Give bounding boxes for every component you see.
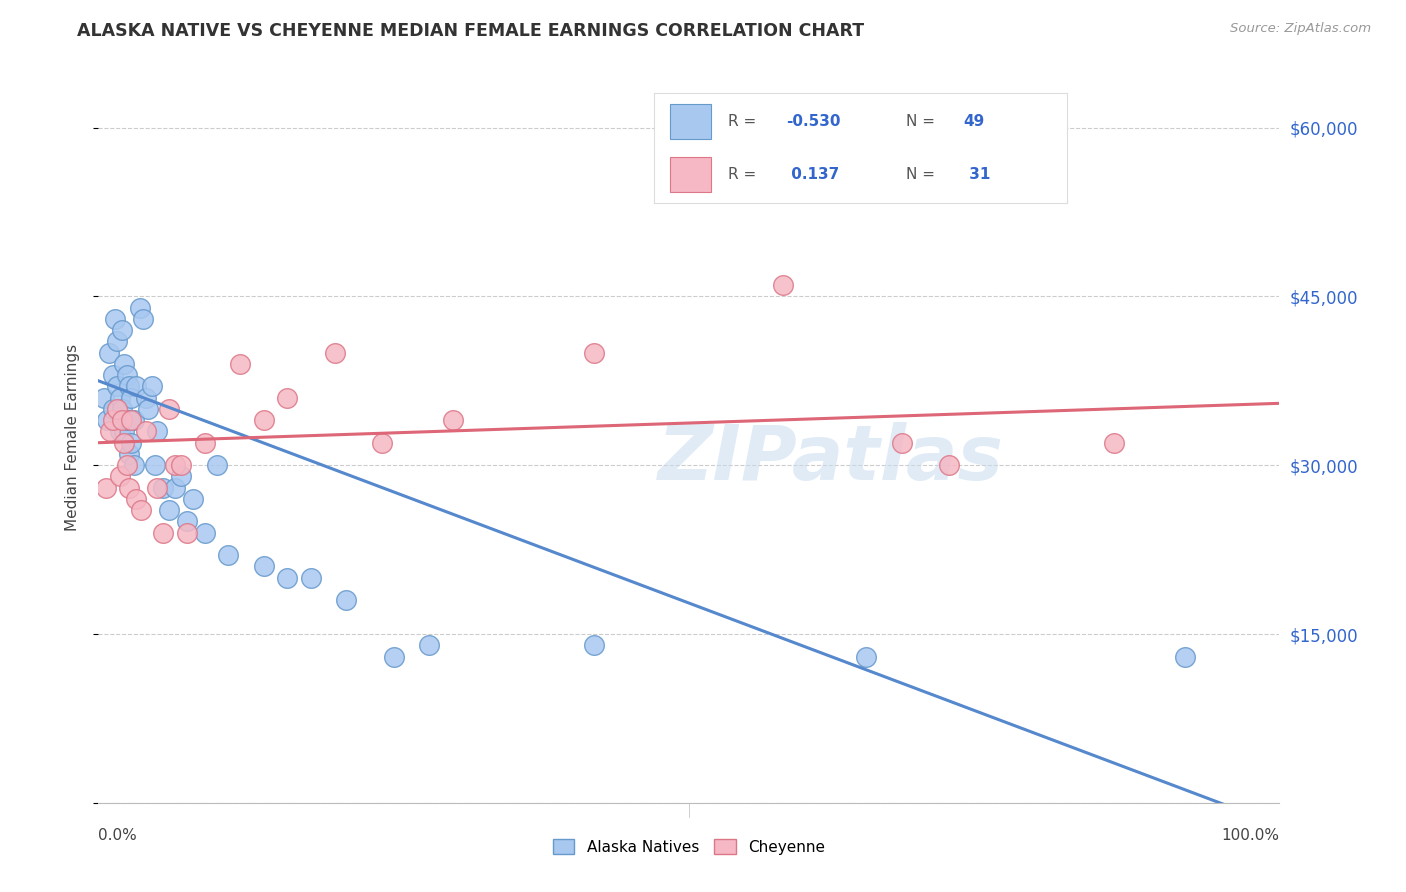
Point [121,435,143,450]
Point [855,649,877,664]
Point [101,401,124,416]
Point [111,413,134,427]
Point [94,481,117,495]
Point [118,379,141,393]
Point [132,312,155,326]
Point [157,401,180,416]
Point [115,368,138,383]
Point [583,638,606,652]
Point [105,334,128,349]
Point [115,458,138,473]
Point [128,301,150,315]
Point [136,401,159,416]
Point [299,571,322,585]
Point [111,401,134,416]
Point [111,323,134,337]
Point [323,345,346,359]
Point [101,413,124,427]
Point [104,312,127,326]
Legend: Alaska Natives, Cheyenne: Alaska Natives, Cheyenne [547,833,831,861]
Point [165,458,187,473]
Text: ALASKA NATIVE VS CHEYENNE MEDIAN FEMALE EARNINGS CORRELATION CHART: ALASKA NATIVE VS CHEYENNE MEDIAN FEMALE … [77,22,865,40]
Point [170,469,193,483]
Point [152,525,174,540]
Point [441,413,464,427]
Point [125,379,148,393]
Point [890,435,912,450]
Point [583,345,606,359]
Text: 100.0%: 100.0% [1222,828,1279,843]
Point [112,425,135,439]
Point [181,491,204,506]
Point [146,425,169,439]
Point [101,368,124,383]
Point [152,481,174,495]
Point [98,345,121,359]
Point [108,391,131,405]
Point [125,491,148,506]
Point [118,481,141,495]
Point [96,413,118,427]
Text: 0.0%: 0.0% [98,828,138,843]
Point [253,559,276,574]
Text: Source: ZipAtlas.com: Source: ZipAtlas.com [1230,22,1371,36]
Point [176,515,198,529]
Point [112,357,135,371]
Point [335,593,357,607]
Point [205,458,228,473]
Point [108,469,131,483]
Point [1102,435,1125,450]
Point [157,503,180,517]
Point [276,391,298,405]
Y-axis label: Median Female Earnings: Median Female Earnings [65,343,80,531]
Point [176,525,198,540]
Point [129,503,152,517]
Point [382,649,405,664]
Point [418,638,440,652]
Point [165,481,187,495]
Point [772,278,794,293]
Point [276,571,298,585]
Point [118,447,141,461]
Text: ZIPatlas: ZIPatlas [658,422,1004,496]
Point [108,425,131,439]
Point [112,435,135,450]
Point [253,413,276,427]
Point [371,435,394,450]
Point [141,379,163,393]
Point [121,391,143,405]
Point [115,413,138,427]
Point [122,413,145,427]
Point [170,458,193,473]
Point [93,391,115,405]
Point [146,481,169,495]
Point [194,525,217,540]
Point [105,379,128,393]
Point [135,391,157,405]
Point [135,425,157,439]
Point [105,401,128,416]
Point [118,413,141,427]
Point [217,548,239,562]
Point [122,458,145,473]
Point [143,458,166,473]
Point [938,458,960,473]
Point [1174,649,1197,664]
Point [121,413,143,427]
Point [229,357,252,371]
Point [98,425,121,439]
Point [194,435,217,450]
